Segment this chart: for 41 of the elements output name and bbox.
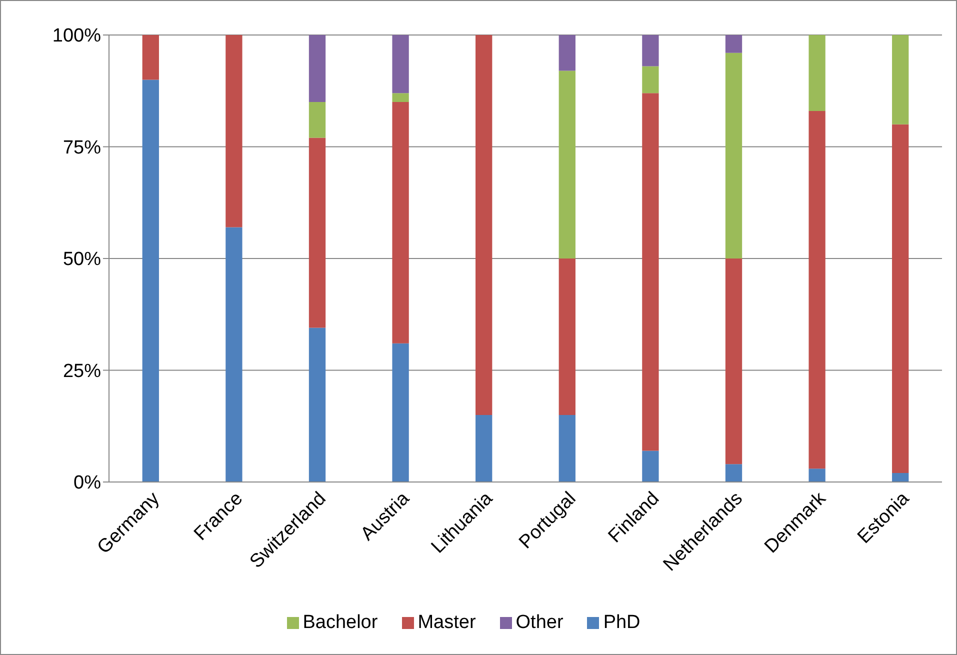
bar bbox=[642, 35, 659, 66]
bar bbox=[392, 102, 409, 344]
bar bbox=[808, 468, 826, 482]
bar bbox=[308, 328, 326, 482]
legend-label: PhD bbox=[603, 612, 640, 633]
bar bbox=[476, 414, 492, 482]
bar bbox=[308, 138, 326, 328]
bar bbox=[642, 93, 659, 451]
bar bbox=[226, 227, 242, 482]
bar bbox=[308, 102, 326, 138]
bar bbox=[558, 414, 576, 482]
bar bbox=[892, 124, 909, 474]
y-tick-label: 100% bbox=[52, 26, 102, 47]
bar bbox=[558, 70, 576, 258]
legend-label: Bachelor bbox=[302, 612, 378, 633]
bar bbox=[892, 473, 909, 482]
bar bbox=[558, 35, 576, 71]
bar bbox=[892, 35, 909, 124]
legend-label: Other bbox=[516, 612, 564, 633]
y-tick-label: 75% bbox=[62, 137, 102, 158]
legend-label: Master bbox=[418, 612, 476, 633]
bar bbox=[476, 35, 492, 415]
bar bbox=[392, 343, 409, 482]
bar bbox=[392, 35, 409, 94]
bar bbox=[558, 258, 576, 415]
y-tick-label: 25% bbox=[62, 360, 102, 382]
bar bbox=[142, 80, 159, 482]
bar bbox=[725, 464, 742, 482]
bar bbox=[725, 35, 742, 53]
bar bbox=[642, 450, 659, 482]
bar bbox=[308, 35, 326, 102]
bar bbox=[808, 110, 826, 469]
y-tick-label: 0% bbox=[74, 472, 102, 494]
bar bbox=[226, 35, 242, 228]
bar bbox=[808, 35, 826, 111]
y-tick-label: 50% bbox=[62, 249, 102, 270]
bar bbox=[725, 52, 742, 258]
bar bbox=[725, 258, 742, 464]
bar bbox=[642, 66, 659, 94]
bar bbox=[392, 93, 409, 102]
bar bbox=[142, 35, 159, 80]
